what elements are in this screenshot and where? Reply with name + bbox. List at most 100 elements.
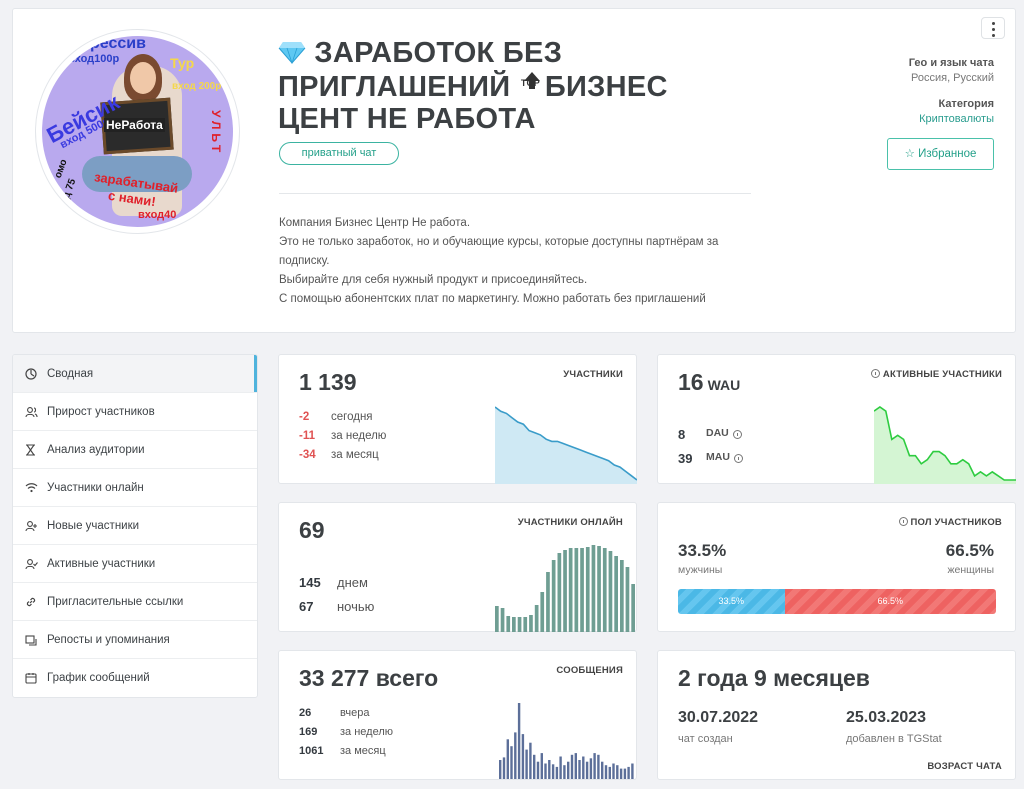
created-label: чат создан	[678, 733, 733, 745]
top-badge-icon: TOP	[521, 72, 543, 100]
online-bar	[500, 608, 505, 632]
online-bar	[529, 615, 533, 632]
avatar-text: д 75	[61, 177, 79, 201]
sidebar-nav: Сводная Прирост участников Анализ аудито…	[12, 354, 258, 698]
messages-bar	[544, 763, 547, 779]
messages-bar	[612, 763, 615, 779]
messages-bar	[578, 760, 581, 779]
wau-value: 16 WAU	[678, 369, 741, 395]
messages-bar	[589, 758, 593, 779]
added-date: 25.03.2023	[846, 709, 927, 726]
category-link[interactable]: Криптовалюты	[919, 113, 994, 125]
messages-bar	[623, 768, 627, 779]
online-bar	[625, 567, 630, 632]
info-icon	[732, 430, 742, 439]
female-percent: 66.5%	[945, 541, 994, 560]
messages-bar	[517, 703, 521, 779]
active-dau-mau: 8 DAU 39 MAU	[678, 427, 746, 475]
chat-age-card[interactable]: 2 года 9 месяцев 30.07.2022 чат создан 2…	[657, 650, 1016, 780]
favorite-button[interactable]: ☆ Избранное	[887, 138, 994, 170]
messages-bar	[616, 765, 619, 779]
messages-bar	[529, 742, 532, 779]
private-chat-tag[interactable]: приватный чат	[279, 142, 399, 165]
messages-bar	[506, 739, 509, 779]
avatar-text: УЛЬТ	[209, 110, 223, 157]
online-bar	[574, 548, 579, 632]
messages-bar	[570, 754, 574, 779]
online-bar	[495, 606, 499, 632]
messages-bar	[627, 766, 630, 779]
messages-bar	[540, 753, 543, 779]
more-menu-button[interactable]	[981, 17, 1005, 39]
sidebar-item-new-members[interactable]: Новые участники	[13, 507, 257, 545]
avatar-text: вход 200р	[172, 81, 222, 92]
dashboard-icon	[25, 367, 47, 381]
sidebar-item-invite-links[interactable]: Пригласительные ссылки	[13, 583, 257, 621]
messages-bar	[502, 757, 506, 779]
messages-total: 33 277 всего	[299, 665, 439, 691]
sidebar-item-messages-graph[interactable]: График сообщений	[13, 659, 257, 697]
female-label: женщины	[947, 564, 994, 576]
online-bar	[540, 592, 545, 632]
messages-bar	[510, 746, 513, 779]
online-bar	[563, 550, 567, 632]
messages-bar	[536, 761, 540, 779]
messages-counts: 26 вчера 169 за неделю 1061 за месяц	[299, 707, 394, 757]
info-icon	[733, 454, 743, 463]
messages-bar	[525, 749, 528, 779]
sidebar-item-active-members[interactable]: Активные участники	[13, 545, 257, 583]
messages-bar	[585, 761, 589, 779]
online-bar	[585, 547, 590, 632]
online-card[interactable]: 69 УЧАСТНИКИ ОНЛАЙН 145 днем 67 ночью	[278, 502, 637, 632]
messages-bar	[574, 753, 577, 779]
online-bar	[546, 572, 550, 632]
messages-bar	[555, 766, 559, 779]
messages-bar	[597, 754, 600, 779]
messages-bar	[521, 734, 525, 779]
online-bar	[591, 545, 596, 632]
sidebar-item-growth[interactable]: Прирост участников	[13, 393, 257, 431]
active-members-card[interactable]: 16 WAU АКТИВНЫЕ УЧАСТНИКИ 8 DAU 39 MAU	[657, 354, 1016, 484]
messages-card[interactable]: 33 277 всего СООБЩЕНИЯ 26 вчера 169 за нед…	[278, 650, 637, 780]
sidebar-item-audience[interactable]: Анализ аудитории	[13, 431, 257, 469]
gender-bar: 33.5% 66.5%	[678, 589, 996, 614]
sidebar-item-reposts[interactable]: Репосты и упоминания	[13, 621, 257, 659]
active-area	[874, 407, 1016, 484]
messages-bar	[499, 760, 502, 779]
online-bar	[534, 605, 539, 632]
sidebar-item-online[interactable]: Участники онлайн	[13, 469, 257, 507]
chat-avatar: рессив вход100р Тур вход 200р Бейсик вхо…	[35, 29, 240, 234]
online-bar	[608, 551, 613, 632]
messages-bar	[631, 763, 634, 779]
divider	[279, 193, 751, 194]
online-bar	[631, 584, 635, 632]
online-bar	[597, 546, 601, 632]
messages-bar	[593, 753, 596, 779]
online-bar	[523, 617, 528, 632]
active-sparkline	[874, 406, 1016, 484]
online-bar	[614, 556, 618, 632]
members-sparkline	[495, 406, 637, 484]
members-changes: -2 сегодня -11 за неделю -34 за месяц	[299, 411, 387, 461]
title-text: БИЗНЕС ЦЕНТ НЕ РАБОТА	[278, 71, 668, 135]
members-total: 1 139	[299, 369, 357, 395]
online-day-night: 145 днем 67 ночью	[299, 575, 375, 614]
online-now: 69	[299, 517, 325, 543]
online-bars-chart	[495, 545, 635, 632]
users-icon	[25, 405, 47, 419]
chat-header-card: рессив вход100р Тур вход 200р Бейсик вхо…	[12, 8, 1016, 333]
chat-title: ЗАРАБОТОК БЕЗ ПРИГЛАШЕНИЙ TOP БИЗНЕС ЦЕН…	[278, 37, 708, 135]
messages-bar	[601, 761, 604, 779]
messages-bar	[582, 756, 585, 779]
avatar-text: вход100р	[68, 53, 120, 65]
online-bar	[602, 548, 607, 632]
avatar-text: НеРабота	[104, 118, 165, 132]
gender-card[interactable]: ПОЛ УЧАСТНИКОВ 33.5% мужчины 66.5% женщи…	[657, 502, 1016, 632]
messages-bar	[559, 756, 562, 779]
members-caption: УЧАСТНИКИ	[563, 369, 623, 380]
sidebar-item-summary[interactable]: Сводная	[13, 355, 257, 393]
geo-info: Гео и язык чата Россия, Русский	[908, 57, 994, 84]
online-bar	[551, 560, 556, 632]
hourglass-icon	[25, 443, 47, 457]
members-card[interactable]: 1 139 УЧАСТНИКИ -2 сегодня -11 за неделю -…	[278, 354, 637, 484]
